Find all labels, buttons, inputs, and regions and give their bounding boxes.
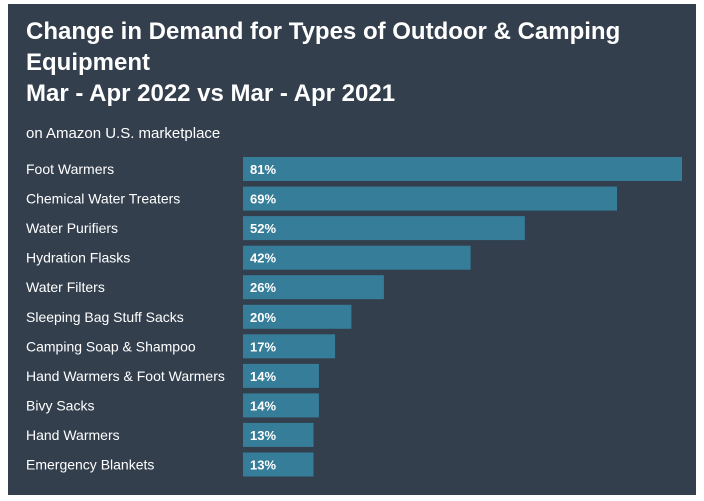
value-label: 13% [250,458,276,473]
chart-title-line-1: Change in Demand for Types of Outdoor & … [26,18,621,45]
bar-water-filters [243,275,384,300]
value-label: 26% [250,280,276,295]
category-label: Emergency Blankets [26,457,154,473]
bar-sleeping-bag-stuff-sacks [243,304,352,329]
bar-emergency-blankets [243,452,314,477]
chart-title-line-3: Mar - Apr 2022 vs Mar - Apr 2021 [26,80,396,107]
category-label: Camping Soap & Shampoo [26,338,196,354]
value-label: 14% [250,369,276,384]
bar-hand-warmers [243,422,314,447]
bar-water-purifiers [243,216,525,241]
value-label: 42% [250,251,276,266]
category-label: Water Filters [26,279,105,295]
category-label: Chemical Water Treaters [26,191,180,207]
value-label: 13% [250,428,276,443]
bar-camping-soap-shampoo [243,334,336,359]
bar-bivy-sacks [243,393,319,418]
category-label: Sleeping Bag Stuff Sacks [26,309,184,325]
category-label: Bivy Sacks [26,397,94,413]
value-label: 69% [250,192,276,207]
bar-hand-warmers-foot-warmers [243,363,319,388]
value-label: 14% [250,398,276,413]
chart-panel: Change in Demand for Types of Outdoor & … [8,4,696,495]
bar-chemical-water-treaters [243,186,617,211]
bar-chart: Foot Warmers 81% Chemical Water Treaters 69… [26,157,682,477]
value-label: 20% [250,310,276,325]
category-label: Water Purifiers [26,220,118,236]
chart-title-line-2: Equipment [26,49,150,76]
value-label: 81% [250,162,276,177]
chart-subtitle: on Amazon U.S. marketplace [26,125,221,142]
bar-hydration-flasks [243,245,471,270]
bar-foot-warmers [243,157,682,181]
value-label: 52% [250,221,276,236]
category-label: Hydration Flasks [26,250,130,266]
value-label: 17% [250,339,276,354]
category-label: Foot Warmers [26,161,114,177]
category-label: Hand Warmers & Foot Warmers [26,368,225,384]
category-label: Hand Warmers [26,427,120,443]
chart-title: Change in Demand for Types of Outdoor & … [26,16,686,109]
